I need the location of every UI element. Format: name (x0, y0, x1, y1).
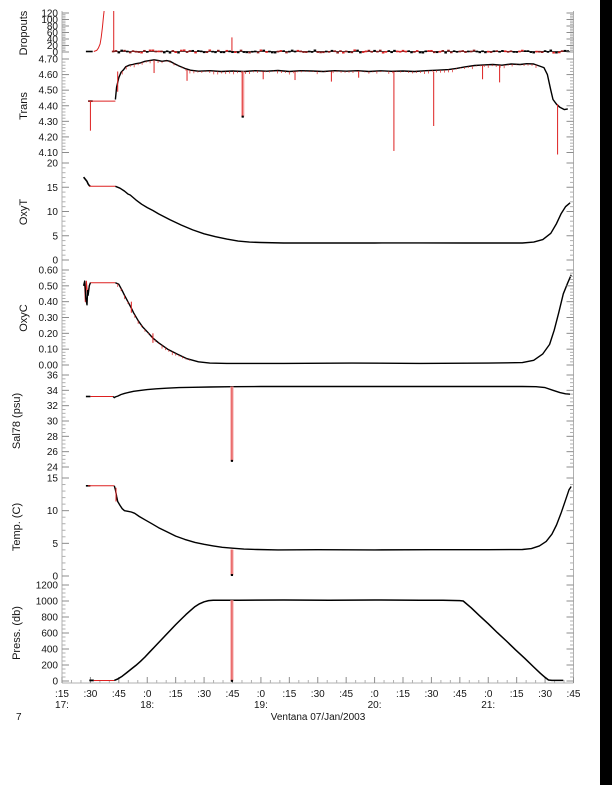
ylabel-press: Press. (db) (11, 606, 23, 660)
svg-text:20: 20 (47, 41, 59, 52)
hour-label-19: 19: (253, 700, 268, 711)
ylabel-sal78: Sal78 (psu) (11, 392, 23, 450)
svg-text:34: 34 (47, 386, 59, 397)
svg-text:0.00: 0.00 (39, 361, 59, 372)
ylabel-temp: Temp. (C) (11, 502, 23, 552)
svg-text:800: 800 (41, 613, 58, 624)
svg-text::15: :15 (169, 689, 183, 700)
svg-text::45: :45 (339, 689, 353, 700)
svg-text::15: :15 (510, 689, 524, 700)
svg-text:36: 36 (47, 371, 59, 382)
svg-text::0: :0 (257, 689, 266, 700)
svg-text:4.40: 4.40 (39, 101, 59, 112)
svg-text:5: 5 (52, 539, 58, 550)
svg-text::45: :45 (567, 689, 581, 700)
svg-text:26: 26 (47, 447, 59, 458)
ylabel-oxyc: OxyC (18, 303, 30, 332)
svg-text::15: :15 (282, 689, 296, 700)
svg-text:4.60: 4.60 (39, 70, 59, 81)
svg-text::15: :15 (396, 689, 410, 700)
svg-text:400: 400 (41, 645, 58, 656)
svg-text:100: 100 (41, 15, 58, 26)
svg-text::30: :30 (538, 689, 552, 700)
svg-text:32: 32 (47, 401, 59, 412)
svg-text::15: :15 (55, 689, 69, 700)
svg-text:10: 10 (47, 506, 59, 517)
svg-text::30: :30 (424, 689, 438, 700)
svg-text:30: 30 (47, 417, 59, 428)
svg-text:4.70: 4.70 (39, 55, 59, 66)
svg-text:1000: 1000 (36, 597, 59, 608)
svg-text:0: 0 (52, 572, 58, 583)
svg-text:4.50: 4.50 (39, 86, 59, 97)
svg-text:20: 20 (47, 159, 59, 170)
svg-text::30: :30 (311, 689, 325, 700)
hour-label-18: 18: (140, 700, 155, 711)
svg-text:0.50: 0.50 (39, 281, 59, 292)
svg-text:200: 200 (41, 661, 58, 672)
ylabel-oxyt: OxyT (18, 198, 30, 225)
svg-text:0: 0 (52, 256, 58, 267)
svg-text:24: 24 (47, 463, 59, 474)
hour-label-20: 20: (367, 700, 382, 711)
svg-text:1200: 1200 (36, 581, 59, 592)
svg-text:4.10: 4.10 (39, 148, 59, 159)
svg-text::45: :45 (453, 689, 467, 700)
svg-text:4.30: 4.30 (39, 117, 59, 128)
right-black-band (600, 0, 612, 785)
svg-text::30: :30 (197, 689, 211, 700)
svg-text:0.10: 0.10 (39, 345, 59, 356)
svg-text:0: 0 (52, 677, 58, 688)
svg-text:5: 5 (52, 231, 58, 242)
svg-text::0: :0 (484, 689, 493, 700)
svg-text::0: :0 (370, 689, 379, 700)
svg-text::45: :45 (112, 689, 126, 700)
svg-text:28: 28 (47, 432, 59, 443)
svg-text:120: 120 (41, 9, 58, 20)
svg-text:40: 40 (47, 35, 59, 46)
svg-text:60: 60 (47, 28, 59, 39)
page-number: 7 (16, 712, 22, 723)
svg-text:0.40: 0.40 (39, 297, 59, 308)
hour-label-17: 17: (55, 700, 69, 711)
svg-text::0: :0 (143, 689, 152, 700)
svg-text:4.20: 4.20 (39, 132, 59, 143)
svg-text:600: 600 (41, 629, 58, 640)
chart-title: Ventana 07/Jan/2003 (270, 712, 366, 723)
svg-text::45: :45 (226, 689, 240, 700)
svg-text:15: 15 (47, 474, 59, 485)
svg-text:0.30: 0.30 (39, 313, 59, 324)
svg-text:10: 10 (47, 207, 59, 218)
svg-text:15: 15 (47, 183, 59, 194)
svg-text:0.20: 0.20 (39, 329, 59, 340)
svg-text::30: :30 (83, 689, 97, 700)
svg-text:80: 80 (47, 22, 59, 33)
svg-text:0.60: 0.60 (39, 266, 59, 277)
hour-label-21: 21: (481, 700, 496, 711)
ylabel-trans: Trans (18, 91, 30, 120)
svg-text:0: 0 (52, 48, 58, 59)
